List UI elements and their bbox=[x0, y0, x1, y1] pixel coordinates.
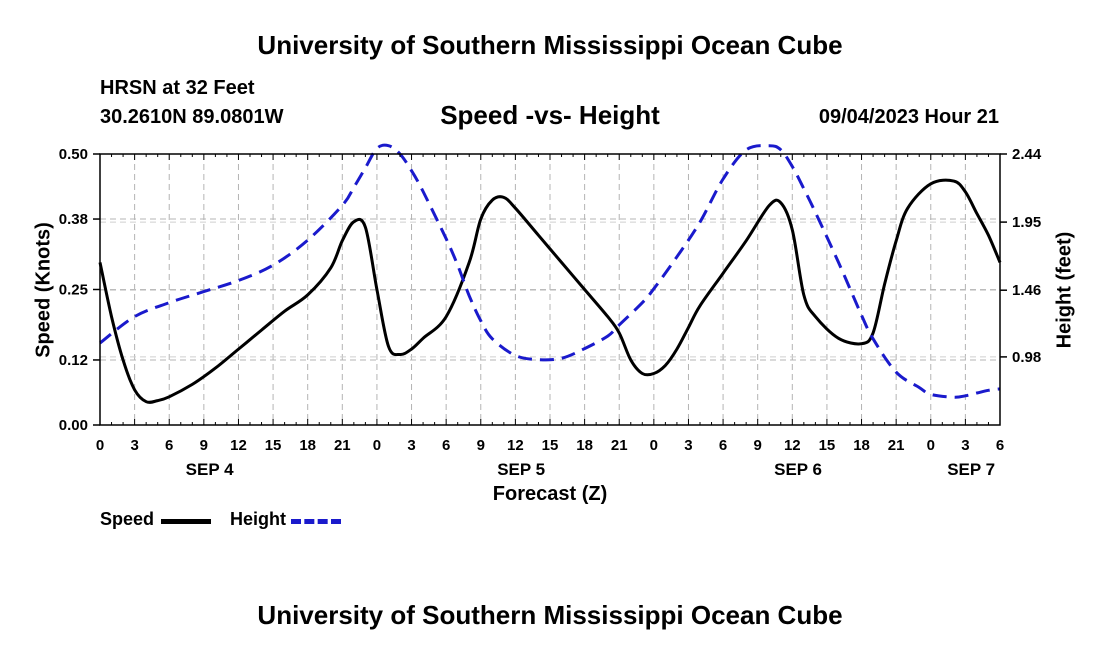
y-tick-label: 0.00 bbox=[59, 417, 88, 434]
date-label: SEP 7 bbox=[947, 460, 995, 479]
legend-speed-label: Speed bbox=[100, 509, 155, 529]
x-tick-label: 3 bbox=[407, 437, 415, 454]
y-axis-label: Speed (Knots) bbox=[32, 222, 54, 358]
x-tick-label: 0 bbox=[96, 437, 104, 454]
y2-tick-label: 1.46 bbox=[1012, 282, 1041, 299]
x-tick-label: 18 bbox=[576, 437, 593, 454]
chart-title: Speed -vs- Height bbox=[440, 100, 660, 130]
y2-tick-label: 1.95 bbox=[1012, 214, 1041, 231]
series-line-height bbox=[99, 143, 1001, 399]
x-tick-label: 12 bbox=[230, 437, 247, 454]
bottom-title: University of Southern Mississippi Ocean… bbox=[257, 600, 843, 630]
x-tick-label: 15 bbox=[819, 437, 836, 454]
x-tick-label: 3 bbox=[130, 437, 138, 454]
series-layer bbox=[98, 143, 1002, 404]
y-tick-label: 0.38 bbox=[59, 211, 88, 228]
series-line-speed bbox=[98, 178, 1002, 404]
x-tick-label: 6 bbox=[996, 437, 1004, 454]
y-tick-label: 0.12 bbox=[59, 352, 88, 369]
y-tick-label: 0.25 bbox=[59, 282, 88, 299]
x-tick-label: 21 bbox=[611, 437, 628, 454]
date-label: SEP 5 bbox=[497, 460, 545, 479]
x-tick-label: 6 bbox=[165, 437, 173, 454]
location-label: 30.2610N 89.0801W bbox=[100, 106, 284, 128]
x-tick-label: 0 bbox=[927, 437, 935, 454]
x-tick-label: 21 bbox=[888, 437, 905, 454]
timestamp-label: 09/04/2023 Hour 21 bbox=[818, 106, 999, 128]
station-label: HRSN at 32 Feet bbox=[100, 77, 255, 99]
x-tick-label: 6 bbox=[442, 437, 450, 454]
date-label: SEP 4 bbox=[186, 460, 234, 479]
x-tick-label: 6 bbox=[719, 437, 727, 454]
y-tick-label: 0.50 bbox=[59, 146, 88, 163]
grid-layer bbox=[100, 153, 1000, 425]
x-tick-label: 0 bbox=[650, 437, 658, 454]
x-tick-label: 18 bbox=[853, 437, 870, 454]
y2-tick-label: 0.98 bbox=[1012, 349, 1041, 366]
legend-height-swatch bbox=[291, 519, 341, 524]
x-tick-label: 12 bbox=[507, 437, 524, 454]
x-axis-label: Forecast (Z) bbox=[493, 483, 607, 505]
legend-height-label: Height bbox=[230, 509, 286, 529]
x-tick-label: 3 bbox=[961, 437, 969, 454]
y2-tick-label: 2.44 bbox=[1012, 146, 1042, 163]
x-tick-label: 18 bbox=[299, 437, 316, 454]
x-tick-label: 15 bbox=[265, 437, 282, 454]
x-tick-label: 21 bbox=[334, 437, 351, 454]
top-title: University of Southern Mississippi Ocean… bbox=[257, 30, 843, 60]
x-tick-label: 15 bbox=[542, 437, 559, 454]
axis-layer: 0 3 6 9 12 15 18 21 0 3 6 9 12 15 18 21 0 3 6 9 12 15 18 21 0 3 6 0… bbox=[59, 146, 1042, 479]
x-tick-label: 9 bbox=[754, 437, 762, 454]
x-tick-label: 12 bbox=[784, 437, 801, 454]
y2-axis-label: Height (feet) bbox=[1053, 232, 1075, 349]
legend-speed-swatch bbox=[161, 519, 211, 524]
x-tick-label: 9 bbox=[200, 437, 208, 454]
x-tick-label: 9 bbox=[477, 437, 485, 454]
speed-height-chart: 0 3 6 9 12 15 18 21 0 3 6 9 12 15 18 21 0 3 6 9 12 15 18 21 0 3 6 0… bbox=[32, 143, 1075, 505]
date-label: SEP 6 bbox=[774, 460, 822, 479]
x-tick-label: 3 bbox=[684, 437, 692, 454]
x-tick-label: 0 bbox=[373, 437, 381, 454]
